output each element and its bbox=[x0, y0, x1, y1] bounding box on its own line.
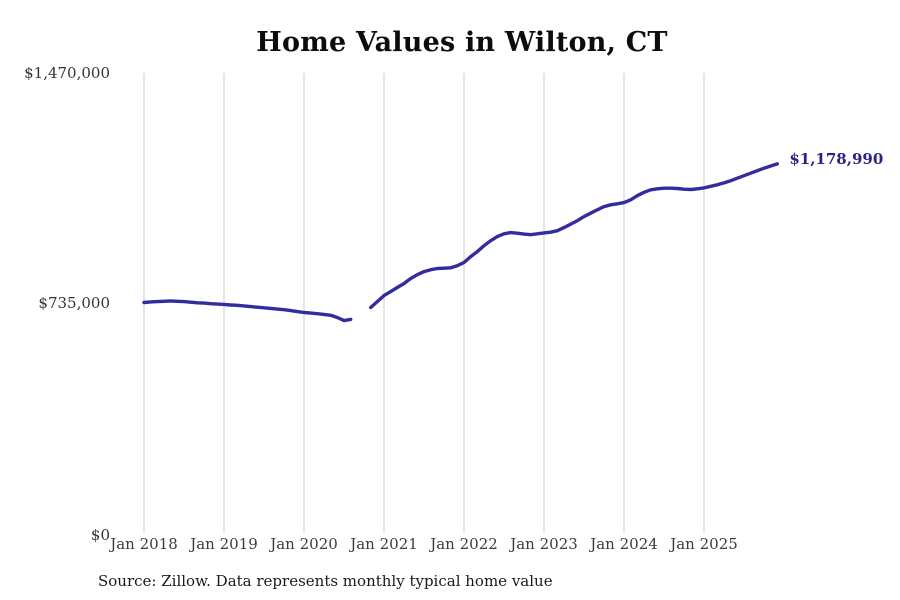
home-value-line bbox=[142, 162, 779, 323]
x-tick-label: Jan 2023 bbox=[510, 535, 578, 553]
source-note: Source: Zillow. Data represents monthly … bbox=[98, 572, 553, 590]
home-value-line-segment bbox=[142, 299, 353, 323]
vertical-gridlines bbox=[143, 73, 705, 532]
y-tick-label: $735,000 bbox=[38, 293, 110, 312]
y-tick-label: $0 bbox=[90, 526, 110, 544]
x-tick-label: Jan 2019 bbox=[190, 535, 258, 553]
x-tick-label: Jan 2021 bbox=[350, 535, 418, 553]
latest-value-annotation: $1,178,990 bbox=[789, 149, 884, 168]
x-tick-label: Jan 2020 bbox=[270, 535, 338, 553]
x-tick-label: Jan 2025 bbox=[670, 535, 738, 553]
home-value-line-segment bbox=[369, 162, 779, 310]
chart-title: Home Values in Wilton, CT bbox=[256, 27, 668, 58]
x-tick-label: Jan 2022 bbox=[430, 535, 498, 553]
y-tick-label: $1,470,000 bbox=[24, 64, 110, 82]
x-tick-label: Jan 2024 bbox=[590, 535, 658, 553]
x-tick-label: Jan 2018 bbox=[110, 535, 178, 553]
